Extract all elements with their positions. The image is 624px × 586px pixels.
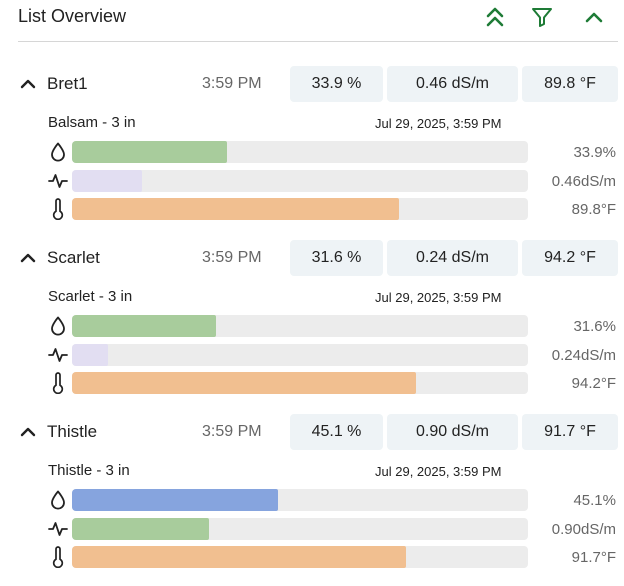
ec-value: 0.46dS/m (551, 173, 616, 190)
section-header: Bret1 3:59 PM 33.9 % 0.46 dS/m 89.8 °F (18, 66, 618, 102)
temperature-chip: 91.7 °F (522, 414, 618, 450)
temperature-chip: 94.2 °F (522, 240, 618, 276)
ec-row: 0.46dS/m (18, 170, 618, 192)
droplet-icon (48, 315, 68, 337)
thermometer-icon (48, 372, 68, 394)
sensor-section: Thistle 3:59 PM 45.1 % 0.90 dS/m 91.7 °F… (18, 414, 618, 574)
temperature-row: 91.7°F (18, 546, 618, 568)
chevron-up-icon (20, 427, 36, 437)
plant-label: Balsam - 3 in (48, 114, 136, 131)
ec-value: 0.90dS/m (551, 521, 616, 538)
plant-label: Thistle - 3 in (48, 462, 130, 479)
ec-bar-fill (72, 344, 109, 366)
ec-row: 0.24dS/m (18, 344, 618, 366)
moisture-value: 33.9% (573, 144, 616, 161)
section-header: Scarlet 3:59 PM 31.6 % 0.24 dS/m 94.2 °F (18, 240, 618, 276)
temperature-bar-fill (72, 546, 407, 568)
double-chevron-up-icon (486, 7, 504, 27)
sensor-name[interactable]: Thistle (47, 422, 98, 441)
droplet-icon (48, 141, 68, 163)
moisture-bar-track (72, 141, 528, 163)
moisture-bar-fill (72, 489, 278, 511)
section-collapse-button[interactable] (18, 74, 38, 94)
chevron-up-icon (20, 253, 36, 263)
pulse-icon (48, 518, 68, 540)
reading-timestamp: Jul 29, 2025, 3:59 PM (375, 290, 502, 305)
ec-chip: 0.90 dS/m (387, 414, 518, 450)
section-collapse-button[interactable] (18, 248, 38, 268)
reading-time: 3:59 PM (202, 249, 262, 266)
moisture-bar-track (72, 489, 528, 511)
ec-bar-track (72, 344, 528, 366)
plant-label: Scarlet - 3 in (48, 288, 133, 305)
moisture-chip: 31.6 % (290, 240, 383, 276)
reading-timestamp: Jul 29, 2025, 3:59 PM (375, 116, 502, 131)
pulse-icon (48, 170, 68, 192)
collapse-panel-button[interactable] (580, 3, 608, 31)
temperature-bar-fill (72, 198, 399, 220)
chevron-up-icon (585, 12, 603, 23)
temperature-bar-track (72, 372, 528, 394)
temperature-value: 94.2°F (571, 375, 616, 392)
page-title: List Overview (18, 6, 127, 26)
moisture-chip: 33.9 % (290, 66, 383, 102)
reading-time: 3:59 PM (202, 75, 262, 92)
sensor-section: Scarlet 3:59 PM 31.6 % 0.24 dS/m 94.2 °F… (18, 240, 618, 400)
filter-icon (532, 8, 552, 27)
temperature-bar-track (72, 546, 528, 568)
section-collapse-button[interactable] (18, 422, 38, 442)
thermometer-icon (48, 198, 68, 220)
ec-bar-fill (72, 518, 209, 540)
moisture-bar-track (72, 315, 528, 337)
ec-bar-track (72, 170, 528, 192)
ec-chip: 0.24 dS/m (387, 240, 518, 276)
ec-chip: 0.46 dS/m (387, 66, 518, 102)
thermometer-icon (48, 546, 68, 568)
moisture-bar-fill (72, 141, 227, 163)
sensor-name[interactable]: Scarlet (47, 248, 100, 267)
temperature-row: 94.2°F (18, 372, 618, 394)
temperature-row: 89.8°F (18, 198, 618, 220)
temperature-value: 91.7°F (571, 549, 616, 566)
temperature-chip: 89.8 °F (522, 66, 618, 102)
moisture-value: 31.6% (573, 318, 616, 335)
moisture-bar-fill (72, 315, 217, 337)
ec-value: 0.24dS/m (551, 347, 616, 364)
temperature-value: 89.8°F (571, 201, 616, 218)
list-overview-header: List Overview (18, 0, 618, 42)
chevron-up-icon (20, 79, 36, 89)
moisture-row: 45.1% (18, 489, 618, 511)
temperature-bar-track (72, 198, 528, 220)
temperature-bar-fill (72, 372, 416, 394)
reading-timestamp: Jul 29, 2025, 3:59 PM (375, 464, 502, 479)
droplet-icon (48, 489, 68, 511)
ec-bar-track (72, 518, 528, 540)
sensor-name[interactable]: Bret1 (47, 74, 88, 93)
ec-row: 0.90dS/m (18, 518, 618, 540)
moisture-row: 33.9% (18, 141, 618, 163)
collapse-all-button[interactable] (481, 3, 509, 31)
sensor-section: Bret1 3:59 PM 33.9 % 0.46 dS/m 89.8 °F B… (18, 66, 618, 226)
moisture-value: 45.1% (573, 492, 616, 509)
pulse-icon (48, 344, 68, 366)
reading-time: 3:59 PM (202, 423, 262, 440)
section-header: Thistle 3:59 PM 45.1 % 0.90 dS/m 91.7 °F (18, 414, 618, 450)
ec-bar-fill (72, 170, 142, 192)
moisture-row: 31.6% (18, 315, 618, 337)
filter-button[interactable] (528, 3, 556, 31)
moisture-chip: 45.1 % (290, 414, 383, 450)
